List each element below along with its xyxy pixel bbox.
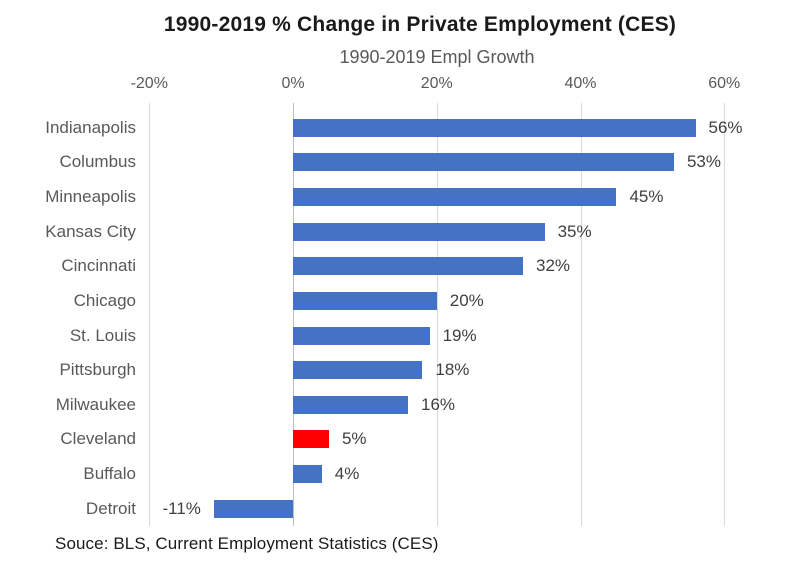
bar [293,291,437,310]
value-label: 19% [442,325,477,345]
category-label: Cleveland [60,429,136,449]
value-label: 32% [536,256,571,276]
bar [213,499,293,518]
value-label: 18% [435,360,470,380]
bar [293,188,617,207]
value-label: 20% [449,290,484,310]
category-label: Minneapolis [45,187,136,207]
category-label: Chicago [73,290,136,310]
value-label: 35% [557,221,592,241]
bar [293,326,430,345]
zero-axis-line [293,103,294,526]
gridline [149,103,150,526]
bar [293,118,696,137]
category-label: Kansas City [45,221,136,241]
bar [293,361,423,380]
category-label: Buffalo [83,464,136,484]
gridline [437,103,438,526]
value-label: 45% [629,187,664,207]
value-label: 53% [686,152,721,172]
x-axis-tick-label: -20% [130,75,168,92]
category-label: Pittsburgh [59,360,136,380]
category-label: Indianapolis [45,117,136,137]
bar [293,395,408,414]
category-label: Detroit [85,498,136,518]
bar [293,222,545,241]
category-label: St. Louis [69,325,136,345]
value-label: -11% [162,498,201,518]
chart-subtitle: 1990-2019 Empl Growth [339,47,535,67]
value-label: 56% [708,117,743,137]
bar-highlighted [293,430,329,449]
x-axis-tick-label: 0% [281,75,305,92]
category-label: Cincinnati [61,256,136,276]
chart-title: 1990-2019 % Change in Private Employment… [163,13,677,36]
x-axis-tick-label: 40% [564,75,597,92]
x-axis-tick-label: 20% [420,75,453,92]
source-note: Souce: BLS, Current Employment Statistic… [55,534,439,553]
gridline [581,103,582,526]
value-label: 5% [341,429,367,449]
value-label: 16% [421,394,456,414]
category-label: Milwaukee [55,394,136,414]
bar [293,465,322,484]
bar [293,257,523,276]
value-label: 4% [334,464,360,484]
x-axis-tick-label: 60% [708,75,741,92]
gridline [724,103,725,526]
category-label: Columbus [59,152,136,172]
bar [293,153,674,172]
